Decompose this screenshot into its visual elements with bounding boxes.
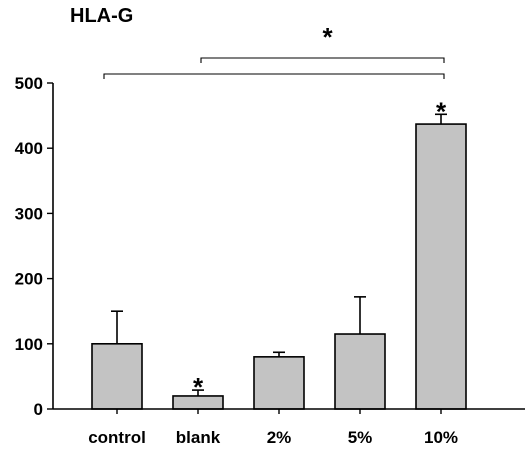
y-axis-ticks: 0 100 200 300 400 500 [15,74,53,419]
y-tick-label: 100 [15,335,43,354]
y-tick-label: 500 [15,74,43,93]
bars [91,123,467,410]
error-bars [111,113,447,396]
bar-2% [253,356,305,410]
chart-title: HLA-G [70,5,133,27]
significance-brackets: * [103,22,445,79]
significance-star-blank: * [193,372,204,402]
x-tick-label-5%: 5% [348,428,373,447]
x-tick-label-10%: 10% [424,428,458,447]
y-tick-label: 200 [15,270,43,289]
bracket-control-10% [103,73,445,79]
x-tick-label-control: control [88,428,146,447]
bar-5% [334,333,386,410]
y-tick-label: 0 [34,400,43,419]
x-tick-label-2%: 2% [267,428,292,447]
significance-stars: ** [193,96,447,402]
bar-10% [415,123,467,410]
significance-star-10%: * [436,96,447,126]
bracket-blank-10% [200,57,445,63]
bar-control [91,342,143,410]
x-tick-label-blank: blank [176,428,221,447]
axes [52,83,525,410]
bracket-star-blank-10%: * [322,22,333,52]
y-tick-label: 400 [15,139,43,158]
x-axis-labels: control blank 2% 5% 10% [88,409,458,447]
y-tick-label: 300 [15,204,43,223]
